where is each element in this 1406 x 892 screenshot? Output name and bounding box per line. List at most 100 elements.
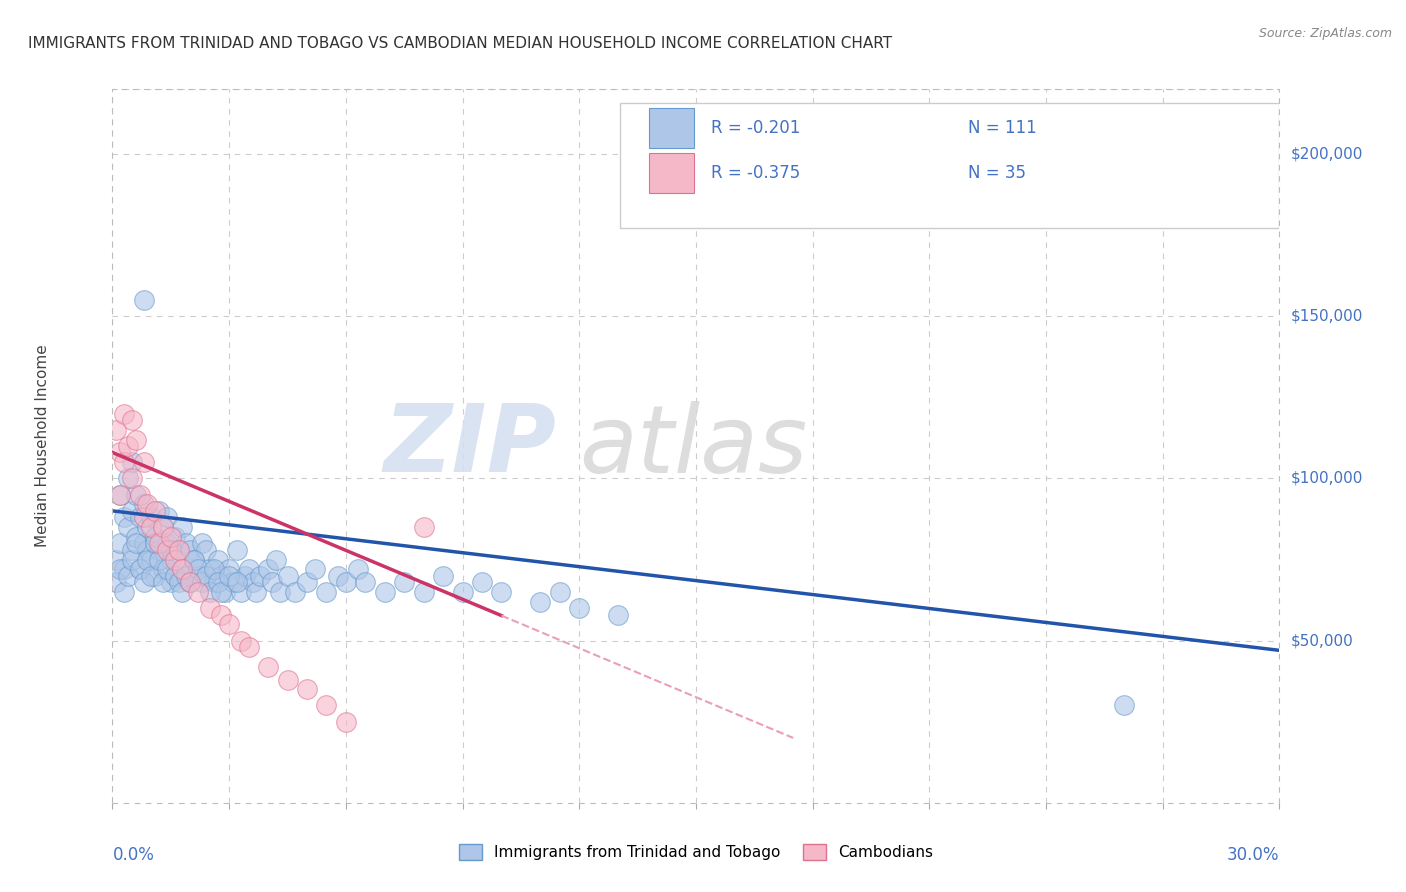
Text: $50,000: $50,000: [1291, 633, 1354, 648]
Point: [198, 585, 221, 599]
Point: [346, 562, 368, 576]
Point: [257, 659, 280, 673]
Point: [315, 698, 337, 713]
Point: [233, 568, 256, 582]
Point: [187, 562, 209, 576]
Point: [198, 562, 221, 576]
Point: [128, 562, 150, 576]
Point: [354, 575, 377, 590]
Point: [156, 542, 179, 557]
Point: [326, 568, 349, 582]
Point: [132, 510, 155, 524]
Point: [128, 488, 150, 502]
Point: [1112, 698, 1135, 713]
Point: [160, 552, 183, 566]
Point: [191, 575, 214, 590]
Point: [179, 575, 201, 590]
Point: [179, 575, 201, 590]
Point: [136, 497, 159, 511]
Point: [172, 562, 194, 576]
Text: 0.0%: 0.0%: [112, 846, 155, 863]
Point: [276, 568, 298, 582]
Point: [143, 568, 166, 582]
Point: [209, 568, 232, 582]
Point: [105, 552, 128, 566]
Point: [194, 568, 217, 582]
Point: [238, 640, 260, 654]
Point: [117, 439, 139, 453]
Text: 30.0%: 30.0%: [1227, 846, 1279, 863]
Point: [264, 552, 287, 566]
Point: [238, 562, 260, 576]
Point: [222, 575, 245, 590]
Text: N = 35: N = 35: [967, 164, 1026, 182]
Text: Source: ZipAtlas.com: Source: ZipAtlas.com: [1258, 27, 1392, 40]
Point: [163, 530, 186, 544]
Point: [191, 536, 214, 550]
Point: [136, 520, 159, 534]
Point: [176, 568, 198, 582]
Point: [172, 562, 194, 576]
Point: [132, 497, 155, 511]
Point: [392, 575, 416, 590]
Point: [112, 585, 135, 599]
Point: [167, 542, 190, 557]
Point: [148, 542, 170, 557]
Point: [141, 552, 163, 566]
Text: atlas: atlas: [579, 401, 807, 491]
Text: R = -0.201: R = -0.201: [711, 120, 800, 137]
Point: [132, 536, 155, 550]
Text: R = -0.375: R = -0.375: [711, 164, 800, 182]
Point: [132, 575, 155, 590]
Point: [160, 542, 183, 557]
Point: [152, 575, 174, 590]
FancyBboxPatch shape: [650, 109, 693, 148]
Point: [148, 536, 170, 550]
Point: [117, 471, 139, 485]
Point: [110, 488, 132, 502]
Point: [315, 585, 337, 599]
Point: [242, 575, 264, 590]
Point: [125, 488, 148, 502]
Text: $100,000: $100,000: [1291, 471, 1362, 486]
Point: [167, 542, 190, 557]
Point: [128, 510, 150, 524]
Point: [172, 585, 194, 599]
Point: [260, 575, 283, 590]
Point: [121, 471, 143, 485]
Point: [141, 520, 163, 534]
Point: [117, 520, 139, 534]
Point: [183, 552, 205, 566]
Point: [451, 585, 474, 599]
Text: Median Household Income: Median Household Income: [35, 344, 51, 548]
Point: [226, 542, 249, 557]
Point: [156, 562, 179, 576]
Point: [112, 455, 135, 469]
Point: [152, 520, 174, 534]
Point: [112, 510, 135, 524]
Point: [187, 585, 209, 599]
Point: [529, 595, 551, 609]
Point: [112, 407, 135, 421]
Point: [183, 552, 205, 566]
Point: [167, 575, 190, 590]
Point: [607, 607, 630, 622]
Point: [163, 552, 186, 566]
Point: [128, 562, 150, 576]
Point: [143, 504, 166, 518]
Point: [148, 504, 170, 518]
Point: [179, 542, 201, 557]
Point: [121, 552, 143, 566]
Point: [284, 585, 307, 599]
FancyBboxPatch shape: [650, 153, 693, 193]
Point: [160, 530, 183, 544]
Point: [152, 562, 174, 576]
Point: [110, 445, 132, 459]
Point: [121, 542, 143, 557]
Point: [207, 552, 229, 566]
Point: [163, 568, 186, 582]
Point: [121, 413, 143, 427]
Point: [148, 552, 170, 566]
Point: [269, 585, 291, 599]
Point: [125, 536, 148, 550]
